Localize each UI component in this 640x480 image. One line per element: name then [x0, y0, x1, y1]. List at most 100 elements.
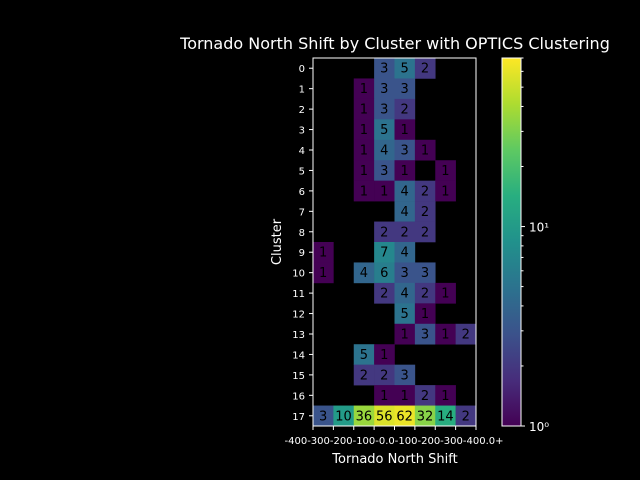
y-tick-label: 1: [299, 85, 305, 96]
heatmap-cell-value: 5: [360, 348, 368, 363]
y-tick-label: 4: [299, 146, 305, 157]
heatmap-cell-value: 1: [360, 123, 368, 138]
heatmap-cell: [374, 119, 395, 141]
heatmap-cell: [414, 323, 436, 345]
heatmap-cells: [313, 58, 477, 427]
heatmap-cell: [414, 405, 436, 427]
heatmap-cell-value: 1: [401, 389, 409, 404]
colorbar-gradient: [501, 57, 522, 427]
heatmap-cell-value: 2: [421, 287, 429, 302]
heatmap-cell: [394, 282, 416, 304]
heatmap-cell: [414, 385, 436, 406]
heatmap-cell: [374, 385, 395, 406]
heatmap-cell-value: 4: [380, 144, 388, 159]
heatmap-cell: [394, 385, 416, 406]
heatmap-cell-labels: 3 5 21 3 31 3 21 5 11 4 3 11 3 1 11 1 4 2 14 22 2 21 7 41 4 6 3 32 4…: [319, 62, 470, 425]
heatmap-cell-value: 1: [360, 103, 368, 118]
heatmap-cell-value: 2: [360, 368, 368, 383]
heatmap-cell: [313, 242, 334, 263]
x-axis-label: Tornado North Shift: [331, 452, 457, 467]
heatmap-cell: [374, 344, 395, 365]
heatmap-cell: [374, 282, 395, 304]
heatmap-cell-value: 1: [360, 82, 368, 97]
heatmap-cell-value: 3: [319, 409, 327, 424]
y-tick-label: 0: [299, 64, 305, 75]
y-tick-label: 10: [292, 269, 305, 280]
heatmap-cell: [394, 221, 416, 243]
heatmap-cell: [455, 405, 477, 427]
heatmap-cell: [394, 405, 416, 427]
y-axis-label: Cluster: [270, 218, 285, 265]
heatmap-cell-value: 32: [417, 409, 434, 424]
heatmap-cell-value: 1: [441, 328, 449, 343]
chart-title: Tornado North Shift by Cluster with OPTI…: [179, 34, 610, 53]
heatmap-cell-value: 1: [401, 164, 409, 179]
y-tick-label: 7: [299, 207, 305, 218]
heatmap-cell: [374, 58, 395, 79]
heatmap-cell: [374, 78, 395, 100]
heatmap-cell: [374, 160, 395, 181]
heatmap-cell: [353, 139, 375, 161]
heatmap-cell-value: 1: [401, 123, 409, 138]
heatmap-cell-value: 2: [462, 328, 470, 343]
heatmap-cell-value: 1: [360, 164, 368, 179]
y-tick-label: 2: [299, 105, 305, 116]
heatmap-cell: [353, 262, 375, 284]
y-tick-label: 6: [299, 187, 305, 198]
heatmap-cell: [353, 344, 375, 365]
heatmap-cell: [435, 323, 456, 345]
heatmap-cell-value: 2: [380, 368, 388, 383]
heatmap-cell: [414, 139, 436, 161]
heatmap-cell-value: 3: [380, 82, 388, 97]
heatmap-cell: [374, 180, 395, 202]
heatmap-cell: [374, 242, 395, 263]
heatmap-cell: [455, 323, 477, 345]
heatmap-cell-value: 1: [360, 144, 368, 159]
x-axis-ticks: [312, 426, 477, 430]
heatmap-cell: [374, 98, 395, 120]
heatmap-cell-value: 2: [421, 62, 429, 77]
heatmap-cell-value: 3: [401, 82, 409, 97]
heatmap-cell: [374, 364, 395, 386]
heatmap-cell: [394, 78, 416, 100]
heatmap-cell: [414, 180, 436, 202]
heatmap-cell: [394, 98, 416, 120]
heatmap-cell: [374, 221, 395, 243]
heatmap-cell-value: 3: [421, 266, 429, 281]
heatmap-cell-value: 3: [380, 103, 388, 118]
y-tick-label: 12: [292, 310, 305, 321]
heatmap-cell: [353, 119, 375, 141]
heatmap-cell-value: 1: [380, 389, 388, 404]
heatmap-cell: [333, 405, 355, 427]
heatmap-cell-value: 1: [380, 184, 388, 199]
y-tick-label: 14: [292, 350, 305, 361]
heatmap-cell-value: 10: [335, 409, 352, 424]
heatmap-cell-value: 3: [401, 368, 409, 383]
heatmap-cell: [374, 262, 395, 284]
y-tick-label: 9: [299, 248, 305, 259]
heatmap-cell-value: 2: [421, 389, 429, 404]
heatmap-cell: [435, 405, 456, 427]
heatmap-cell-value: 2: [401, 103, 409, 118]
y-tick-label: 15: [292, 371, 305, 382]
heatmap-cell-value: 2: [380, 287, 388, 302]
heatmap-cell-value: 2: [421, 225, 429, 240]
heatmap-cell: [394, 139, 416, 161]
y-tick-label: 3: [299, 126, 305, 137]
heatmap-cell-value: 3: [380, 164, 388, 179]
heatmap-cell-value: 4: [360, 266, 368, 281]
heatmap-cell: [394, 262, 416, 284]
heatmap-cell: [353, 364, 375, 386]
heatmap-cell-value: 2: [421, 184, 429, 199]
heatmap-cell: [435, 282, 456, 304]
heatmap-cell-value: 1: [441, 389, 449, 404]
heatmap-cell: [353, 78, 375, 100]
x-axis-tick-labels: -400-300-200-100-0.0-100-200-300-400.0+: [285, 436, 504, 447]
heatmap-cell-value: 62: [396, 409, 413, 424]
heatmap-cell-value: 3: [421, 328, 429, 343]
heatmap-cell-value: 5: [380, 123, 388, 138]
y-tick-label: 13: [292, 330, 305, 341]
heatmap-cell: [435, 160, 456, 181]
heatmap-cell-value: 1: [401, 328, 409, 343]
